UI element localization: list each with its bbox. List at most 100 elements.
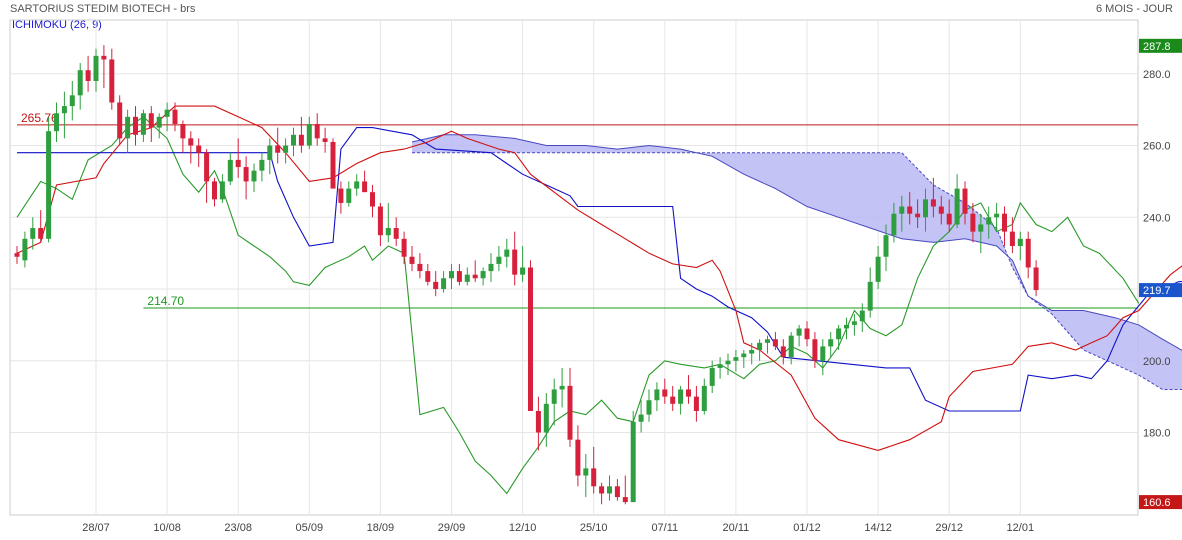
- candle[interactable]: [54, 102, 59, 142]
- candle[interactable]: [923, 188, 928, 232]
- candle[interactable]: [196, 138, 202, 168]
- candle[interactable]: [85, 55, 91, 92]
- candle[interactable]: [322, 127, 328, 153]
- candle[interactable]: [204, 149, 210, 203]
- candle[interactable]: [741, 350, 747, 368]
- candle[interactable]: [393, 217, 399, 246]
- candle[interactable]: [686, 375, 691, 404]
- candle[interactable]: [670, 385, 676, 411]
- candle[interactable]: [109, 48, 115, 110]
- candle[interactable]: [69, 80, 75, 121]
- candle[interactable]: [61, 91, 67, 139]
- candle[interactable]: [235, 138, 241, 178]
- indicator-label[interactable]: ICHIMOKU (26, 9): [12, 19, 102, 31]
- candle[interactable]: [314, 113, 320, 146]
- candle[interactable]: [812, 332, 818, 368]
- candle[interactable]: [267, 138, 273, 175]
- candle[interactable]: [1009, 217, 1015, 254]
- candle[interactable]: [630, 410, 636, 503]
- candle[interactable]: [678, 385, 684, 415]
- candle[interactable]: [385, 202, 391, 243]
- candle[interactable]: [954, 174, 960, 229]
- candle[interactable]: [820, 339, 826, 376]
- candle[interactable]: [788, 332, 794, 365]
- candle[interactable]: [946, 199, 952, 232]
- candle[interactable]: [599, 482, 605, 505]
- candle[interactable]: [449, 263, 454, 290]
- candle[interactable]: [930, 177, 936, 218]
- candle[interactable]: [370, 185, 375, 218]
- candle[interactable]: [433, 271, 439, 297]
- candle[interactable]: [504, 238, 510, 268]
- candle[interactable]: [1002, 206, 1007, 246]
- candle[interactable]: [962, 181, 968, 225]
- candle[interactable]: [520, 245, 526, 282]
- candle[interactable]: [480, 267, 486, 286]
- candle[interactable]: [978, 213, 984, 254]
- candle[interactable]: [851, 314, 857, 336]
- candle[interactable]: [757, 339, 763, 361]
- candle[interactable]: [614, 479, 620, 501]
- candle[interactable]: [140, 109, 146, 142]
- candle[interactable]: [377, 202, 383, 246]
- candle[interactable]: [409, 245, 415, 272]
- candle[interactable]: [330, 138, 336, 189]
- candle[interactable]: [77, 63, 83, 110]
- candle[interactable]: [259, 152, 265, 182]
- candle[interactable]: [567, 367, 573, 447]
- candle[interactable]: [543, 393, 549, 447]
- period-label[interactable]: 6 MOIS - JOUR: [1095, 3, 1173, 15]
- candle[interactable]: [22, 231, 28, 268]
- candle[interactable]: [346, 181, 352, 207]
- candle[interactable]: [425, 263, 431, 286]
- candle[interactable]: [1025, 231, 1031, 279]
- candle[interactable]: [725, 353, 731, 376]
- candle[interactable]: [859, 303, 865, 333]
- candle[interactable]: [180, 120, 186, 153]
- candles[interactable]: [14, 45, 1039, 505]
- candle[interactable]: [701, 378, 707, 415]
- candle[interactable]: [488, 253, 494, 282]
- candle[interactable]: [283, 138, 289, 164]
- candle[interactable]: [125, 109, 131, 153]
- candle[interactable]: [891, 202, 897, 243]
- candle[interactable]: [227, 152, 233, 185]
- candle[interactable]: [464, 267, 470, 286]
- candle[interactable]: [133, 106, 138, 146]
- candle[interactable]: [101, 45, 107, 89]
- candle[interactable]: [188, 131, 194, 164]
- candle[interactable]: [733, 350, 739, 372]
- candle[interactable]: [117, 95, 123, 146]
- candle[interactable]: [1017, 231, 1023, 261]
- candle[interactable]: [575, 425, 581, 487]
- candle[interactable]: [591, 446, 597, 494]
- candle[interactable]: [662, 378, 668, 404]
- candle[interactable]: [472, 260, 478, 282]
- candle[interactable]: [512, 231, 518, 286]
- candle[interactable]: [804, 321, 810, 347]
- candle[interactable]: [172, 102, 178, 132]
- candle[interactable]: [583, 454, 589, 498]
- candle[interactable]: [354, 174, 360, 196]
- candle[interactable]: [338, 181, 344, 214]
- candle[interactable]: [844, 317, 849, 340]
- candle[interactable]: [212, 177, 217, 207]
- candle[interactable]: [417, 253, 423, 279]
- candle[interactable]: [883, 224, 889, 272]
- candle[interactable]: [780, 339, 786, 365]
- candle[interactable]: [828, 332, 834, 358]
- candle[interactable]: [970, 202, 976, 243]
- candle[interactable]: [559, 367, 565, 408]
- candle[interactable]: [693, 385, 699, 422]
- candle[interactable]: [915, 199, 921, 229]
- candle[interactable]: [796, 324, 802, 347]
- candle[interactable]: [291, 127, 296, 157]
- candle[interactable]: [401, 231, 407, 264]
- candle[interactable]: [219, 174, 225, 203]
- candle[interactable]: [362, 170, 368, 193]
- candle[interactable]: [306, 116, 312, 150]
- candle[interactable]: [156, 113, 162, 139]
- candle[interactable]: [1033, 260, 1039, 297]
- candle[interactable]: [93, 48, 99, 92]
- candle[interactable]: [986, 206, 992, 239]
